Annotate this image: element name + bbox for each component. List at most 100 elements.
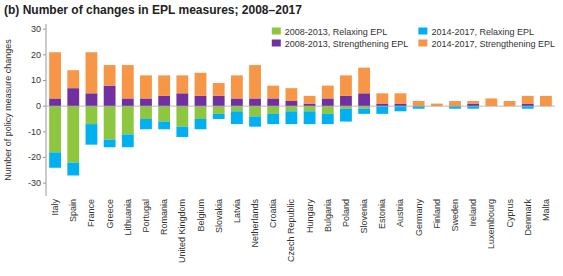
legend-swatch (272, 28, 281, 35)
bar-segment (231, 75, 243, 98)
x-tick-label: United Kingdom (177, 199, 187, 263)
bar-segment (231, 111, 243, 124)
bar-segment (376, 93, 388, 103)
x-tick-label: Sweden (450, 199, 460, 232)
bar-segment (158, 122, 170, 130)
bar-segment (231, 106, 243, 111)
bar-segment (449, 101, 461, 106)
x-tick-label: Croatia (268, 199, 278, 228)
x-tick-label: Belgium (196, 199, 206, 232)
x-tick-label: Netherlands (250, 199, 260, 248)
x-tick-label: Cyprus (505, 199, 515, 228)
bar-segment (340, 75, 352, 96)
bar-segment (104, 86, 116, 107)
y-tick-label: 30 (31, 24, 41, 34)
x-tick-label: Poland (341, 199, 351, 227)
legend-swatch (418, 28, 427, 35)
bar-segment (231, 98, 243, 106)
legend-swatch (418, 40, 427, 47)
bar-segment (67, 106, 79, 162)
y-tick-label: 20 (31, 50, 41, 60)
bar-segment (122, 65, 134, 98)
bar-segment (49, 106, 61, 152)
bar-segment (358, 93, 370, 106)
bar-segment (122, 134, 134, 147)
bar-segment (413, 101, 425, 106)
bar-segment (376, 106, 388, 114)
bar-segment (67, 163, 79, 176)
y-tick (43, 80, 46, 81)
bar-segment (395, 106, 407, 111)
bar-segment (49, 152, 61, 167)
bar-segment (395, 93, 407, 103)
bar-segment (249, 116, 261, 126)
y-tick-label: 0 (36, 101, 41, 111)
bar-segment (322, 98, 334, 106)
y-tick-label: -10 (28, 127, 41, 137)
x-tick-label: Czech Republic (286, 199, 296, 263)
y-tick (43, 157, 46, 158)
y-tick-label: -30 (28, 178, 41, 188)
y-axis-line (46, 24, 47, 196)
bar-segment (522, 96, 534, 104)
x-tick-label: Finland (432, 199, 442, 229)
bar-segment (158, 75, 170, 96)
bars (49, 52, 552, 175)
bar-segment (213, 106, 225, 114)
bar-segment (340, 96, 352, 106)
bar-segment (67, 88, 79, 106)
bar-segment (267, 86, 279, 99)
y-tick-label: 10 (31, 75, 41, 85)
bar-segment (49, 98, 61, 106)
bar-segment (122, 106, 134, 134)
bar-segment (158, 106, 170, 121)
x-tick-label: Portugal (141, 199, 151, 233)
bar-segment (140, 106, 152, 119)
bar-segment (195, 106, 207, 119)
x-tick-label: Hungary (305, 199, 315, 234)
bar-segment (213, 114, 225, 119)
bar-segment (158, 96, 170, 106)
bar-segment (286, 101, 298, 106)
bar-segment (467, 101, 479, 104)
bar-segment (322, 86, 334, 99)
bar-segment (504, 101, 516, 106)
legend-label: 2014-2017, Strengthening EPL (431, 39, 555, 49)
x-tick-label: Germany (414, 199, 424, 237)
bar-segment (304, 96, 316, 104)
bar-segment (176, 127, 188, 137)
bar-segment (49, 52, 61, 98)
y-tick (43, 183, 46, 184)
x-tick-label: Spain (68, 199, 78, 222)
bar-segment (286, 88, 298, 101)
y-tick (43, 131, 46, 132)
bar-segment (249, 65, 261, 98)
bar-segment (140, 75, 152, 98)
bar-segment (358, 68, 370, 94)
x-tick-label: Italy (50, 199, 60, 216)
bar-segment (86, 52, 98, 93)
x-tick-label: Slovenia (359, 199, 369, 234)
y-tick (43, 54, 46, 55)
bar-segment (86, 106, 98, 124)
x-tick-label: Austria (395, 199, 405, 227)
bar-segment (140, 98, 152, 106)
bar-segment (540, 96, 552, 106)
bar-segment (176, 93, 188, 106)
bar-segment (195, 96, 207, 106)
bar-segment (104, 140, 116, 148)
bar-segment (67, 70, 79, 88)
bar-segment (340, 109, 352, 122)
legend: 2008-2013, Relaxing EPL2008-2013, Streng… (272, 27, 555, 49)
x-tick-label: Latvia (232, 199, 242, 223)
bar-segment (322, 106, 334, 114)
legend-label: 2008-2013, Strengthening EPL (285, 39, 409, 49)
bar-segment (267, 106, 279, 114)
bar-segment (286, 111, 298, 124)
chart: (b) Number of changes in EPL measures; 2… (0, 0, 563, 276)
bar-segment (304, 111, 316, 124)
zero-line (46, 106, 555, 107)
bar-segment (304, 106, 316, 111)
legend-swatch (272, 40, 281, 47)
bar-segment (267, 98, 279, 106)
